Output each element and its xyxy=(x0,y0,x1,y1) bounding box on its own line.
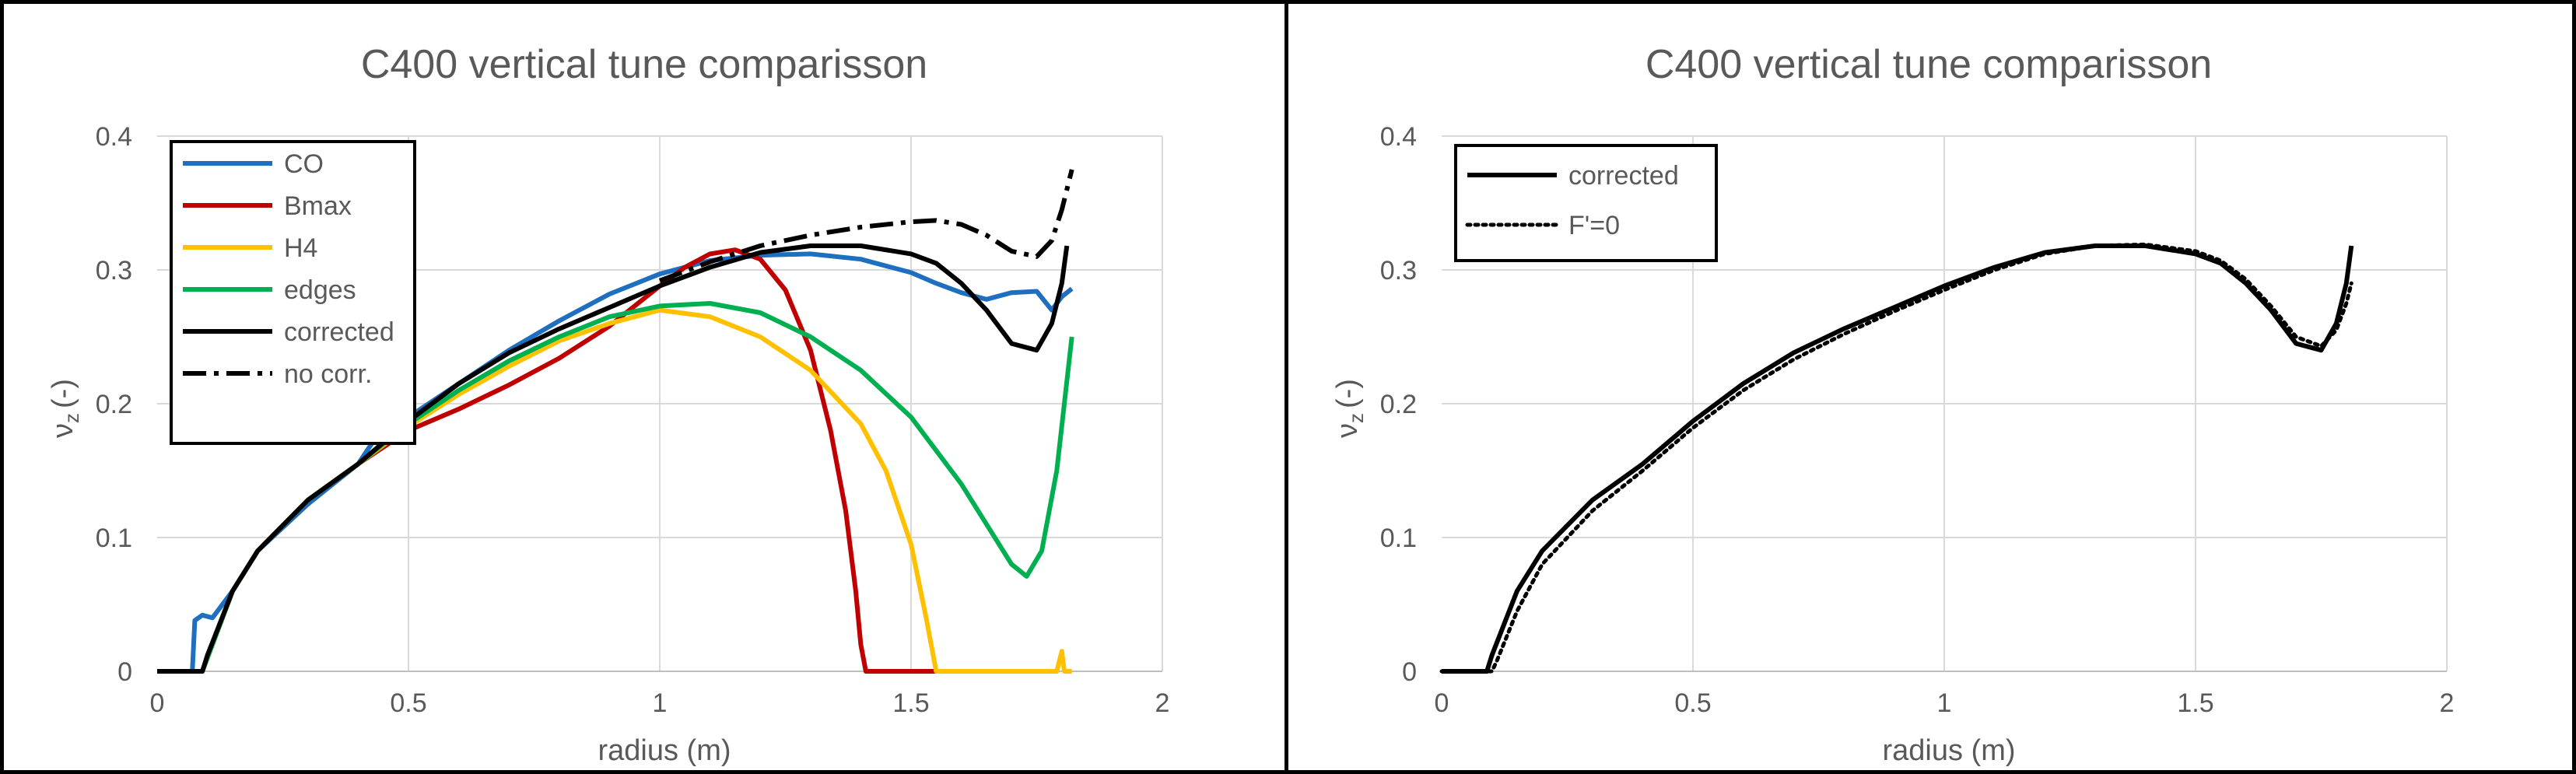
y-tick-label: 0.2 xyxy=(1380,390,1417,419)
x-tick-label: 1.5 xyxy=(2177,688,2213,718)
series-line-no-corr xyxy=(658,169,1074,283)
series-line-corrected xyxy=(1442,243,2354,674)
chart-title: C400 vertical tune comparisson xyxy=(1645,42,2212,87)
y-axis-label-symbol: ν xyxy=(1331,423,1364,438)
series-layer xyxy=(157,169,1074,674)
legend-label: Bmax xyxy=(284,191,352,221)
axes: 0 0.5 1 1.5 2 0 0.1 0.2 0.3 0.4 xyxy=(96,122,1170,718)
y-axis-label-unit: (-) xyxy=(1331,379,1364,408)
legend-label: no corr. xyxy=(284,359,372,389)
y-tick-label: 0.2 xyxy=(96,390,132,419)
legend-label: edges xyxy=(284,275,356,305)
y-axis-label-subscript: z xyxy=(1344,413,1368,423)
y-axis-label-subscript: z xyxy=(60,413,83,423)
x-tick-label: 1 xyxy=(653,688,668,718)
chart-left-svg: C400 vertical tune comparisson 0 0.5 1 1.5 2… xyxy=(47,42,1170,767)
legend-box xyxy=(170,140,416,445)
y-axis-label-symbol: ν xyxy=(47,423,79,438)
y-axis-label-unit: (-) xyxy=(47,379,79,408)
series-line-f-0 xyxy=(1439,242,2353,674)
x-tick-label: 1.5 xyxy=(892,688,929,718)
chart-panel-left: C400 vertical tune comparisson 0 0.5 1 1.5 2… xyxy=(0,0,1288,774)
legend-label: H4 xyxy=(284,233,317,263)
chart-right-svg: C400 vertical tune comparisson 0 0.5 1 1.5 2… xyxy=(1331,42,2455,767)
series-line-co xyxy=(157,251,1074,674)
legend: CO Bmax H4 edges corrected no corr. xyxy=(170,140,416,445)
x-tick-label: 0.5 xyxy=(390,688,426,718)
y-tick-label: 0.3 xyxy=(96,256,132,285)
y-axis-label: νz (-) xyxy=(1331,379,1368,438)
y-tick-label: 0 xyxy=(1402,657,1417,687)
chart-title: C400 vertical tune comparisson xyxy=(361,42,927,87)
y-tick-label: 0.4 xyxy=(96,122,132,152)
x-axis-label: radius (m) xyxy=(1882,734,2015,767)
x-tick-label: 1 xyxy=(1937,688,1952,718)
chart-panel-right: C400 vertical tune comparisson 0 0.5 1 1.5 2… xyxy=(1284,0,2576,774)
series-line-corrected xyxy=(157,243,1070,674)
legend: corrected F'=0 xyxy=(1454,144,1718,262)
x-tick-label: 0.5 xyxy=(1674,688,1711,718)
y-tick-label: 0.3 xyxy=(1380,256,1417,285)
y-tick-label: 0.1 xyxy=(1380,524,1417,553)
y-tick-label: 0 xyxy=(117,657,132,687)
grid xyxy=(1442,135,2448,671)
legend-label: corrected xyxy=(284,317,394,347)
x-tick-label: 0 xyxy=(150,688,165,718)
legend-label: CO xyxy=(284,149,324,179)
y-tick-label: 0.4 xyxy=(1380,122,1417,152)
axes: 0 0.5 1 1.5 2 0 0.1 0.2 0.3 0.4 xyxy=(1380,122,2455,718)
legend-label: F'=0 xyxy=(1568,211,1620,240)
series-layer xyxy=(1439,242,2354,674)
x-tick-label: 2 xyxy=(2440,688,2455,718)
x-tick-label: 2 xyxy=(1155,688,1170,718)
x-tick-label: 0 xyxy=(1435,688,1449,718)
x-axis-label: radius (m) xyxy=(598,734,731,767)
legend-label: corrected xyxy=(1568,161,1679,191)
y-tick-label: 0.1 xyxy=(96,524,132,553)
legend-box xyxy=(1454,144,1718,262)
y-axis-label: νz (-) xyxy=(47,379,83,438)
